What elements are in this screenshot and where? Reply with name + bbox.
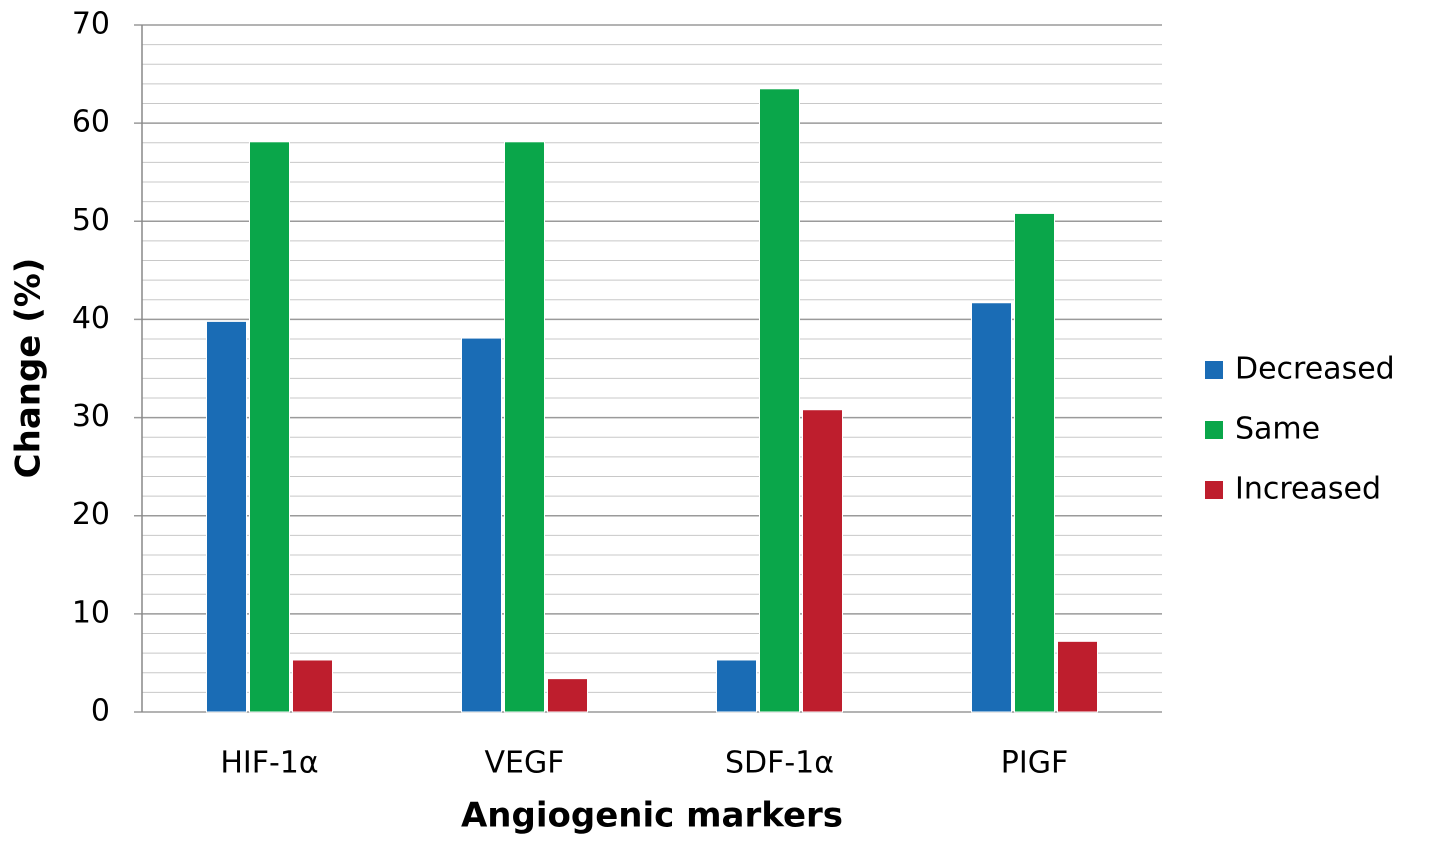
bar: [547, 678, 588, 713]
bar: [1057, 640, 1098, 713]
legend-label: Decreased: [1235, 352, 1395, 387]
bar: [461, 337, 502, 713]
y-tick-label: 60: [72, 105, 110, 140]
legend-label: Increased: [1235, 472, 1381, 507]
bar: [802, 409, 843, 713]
x-tick-label: HIF-1α: [220, 746, 318, 781]
y-tick-label: 70: [72, 7, 110, 42]
y-tick-label: 40: [72, 301, 110, 336]
bar: [292, 659, 333, 713]
legend-swatch: [1205, 361, 1223, 379]
x-tick-label: SDF-1α: [725, 746, 834, 781]
bar: [249, 141, 290, 713]
bar: [504, 141, 545, 713]
bar: [759, 88, 800, 713]
bar: [971, 302, 1012, 713]
x-axis-title: Angiogenic markers: [461, 796, 843, 836]
bar: [206, 320, 247, 713]
x-tick-label: PIGF: [1001, 746, 1068, 781]
y-tick-label: 30: [72, 399, 110, 434]
legend-label: Same: [1235, 412, 1320, 447]
bar: [716, 659, 757, 713]
y-axis-title: Change (%): [9, 258, 49, 479]
bar: [1014, 212, 1055, 713]
y-tick-label: 10: [72, 595, 110, 630]
y-tick-label: 0: [91, 694, 110, 729]
y-tick-label: 20: [72, 497, 110, 532]
legend-swatch: [1205, 481, 1223, 499]
legend-swatch: [1205, 421, 1223, 439]
y-tick-label: 50: [72, 203, 110, 238]
x-tick-label: VEGF: [485, 746, 565, 781]
